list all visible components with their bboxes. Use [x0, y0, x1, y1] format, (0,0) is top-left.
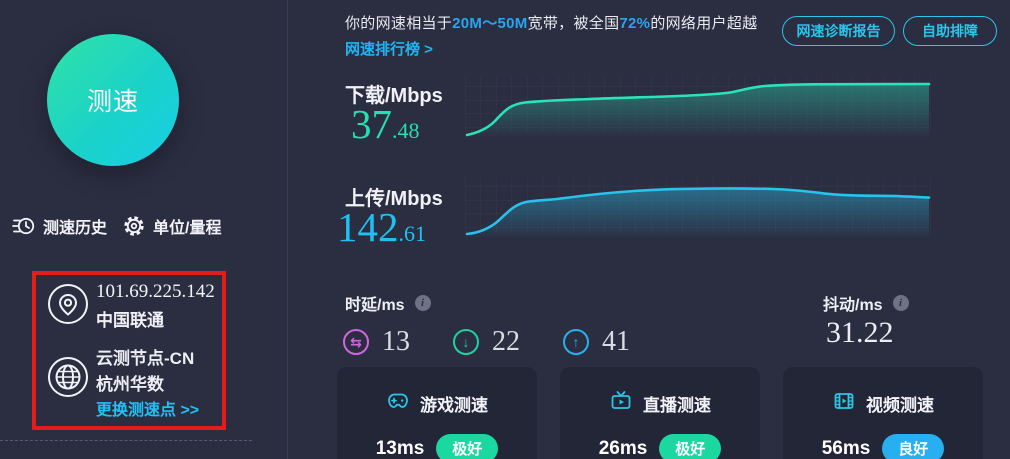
- game-card-badge[interactable]: 极好: [436, 434, 499, 459]
- location-pin-icon: [46, 282, 90, 326]
- summary-percent: 72%: [619, 15, 651, 32]
- latency-transfer-value: 13: [382, 326, 410, 357]
- video-film-icon: [832, 389, 856, 418]
- self-troubleshoot-button[interactable]: 自助排障: [903, 16, 997, 46]
- arrow-up-icon: ↑: [563, 329, 589, 355]
- live-tv-icon: [609, 389, 633, 418]
- upload-value-int: 142: [337, 204, 399, 250]
- summary-suffix: 的网络用户超越: [650, 15, 758, 32]
- info-icon[interactable]: i: [892, 295, 909, 311]
- vertical-divider: [287, 0, 288, 459]
- upload-label: 上传/Mbps: [345, 188, 443, 210]
- download-label: 下载/Mbps: [345, 85, 443, 107]
- unit-range-menu-item[interactable]: 单位/量程: [122, 214, 221, 238]
- download-value-int: 37: [351, 101, 392, 147]
- latency-item-download: ↓ 22: [453, 326, 520, 358]
- node-provider: 杭州华数: [96, 375, 164, 394]
- info-icon[interactable]: i: [414, 295, 431, 311]
- dashed-separator: [0, 440, 252, 441]
- latency-upload-value: 41: [602, 326, 630, 357]
- live-card-title: 直播测速: [643, 396, 711, 415]
- latency-label: 时延/ms: [345, 297, 405, 314]
- live-card-badge[interactable]: 极好: [659, 434, 722, 459]
- live-card-value: 26ms: [598, 437, 648, 459]
- transfer-arrows-icon: ⇆: [343, 329, 369, 355]
- upload-value-dec: .61: [398, 221, 427, 246]
- speed-summary-text: 你的网速相当于20M～50M宽带，被全国72%的网络用户超越: [345, 12, 757, 33]
- latency-item-transfer: ⇆ 13: [343, 326, 410, 358]
- game-speedtest-card[interactable]: 游戏测速 13ms 极好: [337, 367, 537, 459]
- game-card-title: 游戏测速: [420, 396, 488, 415]
- gear-icon: [122, 214, 146, 238]
- download-value: 37.48: [351, 100, 420, 148]
- download-value-dec: .48: [392, 118, 420, 143]
- highlight-red-box: [32, 271, 226, 430]
- history-label: 测速历史: [43, 220, 108, 237]
- summary-prefix: 你的网速相当于: [345, 15, 453, 32]
- node-name: 云测节点-CN: [96, 349, 195, 368]
- video-card-value: 56ms: [821, 437, 871, 459]
- unit-range-label: 单位/量程: [153, 220, 222, 237]
- history-icon: [12, 214, 36, 238]
- jitter-header: 抖动/ms i: [823, 291, 909, 315]
- video-card-title: 视频测速: [866, 396, 934, 415]
- jitter-label: 抖动/ms: [823, 297, 883, 314]
- latency-download-value: 22: [492, 326, 520, 357]
- game-controller-icon: [386, 389, 410, 418]
- history-menu-item[interactable]: 测速历史: [12, 214, 107, 238]
- download-sparkline-chart: [465, 76, 931, 137]
- live-speedtest-card[interactable]: 直播测速 26ms 极好: [560, 367, 760, 459]
- change-node-link[interactable]: 更换测速点 >>: [96, 402, 200, 419]
- video-speedtest-card[interactable]: 视频测速 56ms 良好: [783, 367, 983, 459]
- start-speedtest-button[interactable]: 测速: [47, 34, 179, 166]
- summary-bandwidth: 20M～50M: [452, 15, 528, 32]
- game-card-value: 13ms: [375, 437, 425, 459]
- ranking-link[interactable]: 网速排行榜 >: [345, 41, 433, 58]
- client-isp: 中国联通: [96, 311, 164, 330]
- upload-sparkline-chart: [465, 178, 931, 237]
- jitter-value: 31.22: [826, 316, 894, 349]
- globe-icon: [46, 355, 90, 399]
- arrow-down-icon: ↓: [453, 329, 479, 355]
- latency-item-upload: ↑ 41: [563, 326, 630, 358]
- diagnose-report-button[interactable]: 网速诊断报告: [782, 16, 895, 46]
- start-speedtest-label: 测速: [86, 88, 139, 116]
- video-card-badge[interactable]: 良好: [882, 434, 945, 459]
- client-ip: 101.69.225.142: [96, 281, 215, 302]
- upload-value: 142.61: [337, 203, 426, 251]
- latency-header: 时延/ms i: [345, 291, 431, 315]
- summary-middle: 宽带，被全国: [527, 15, 620, 32]
